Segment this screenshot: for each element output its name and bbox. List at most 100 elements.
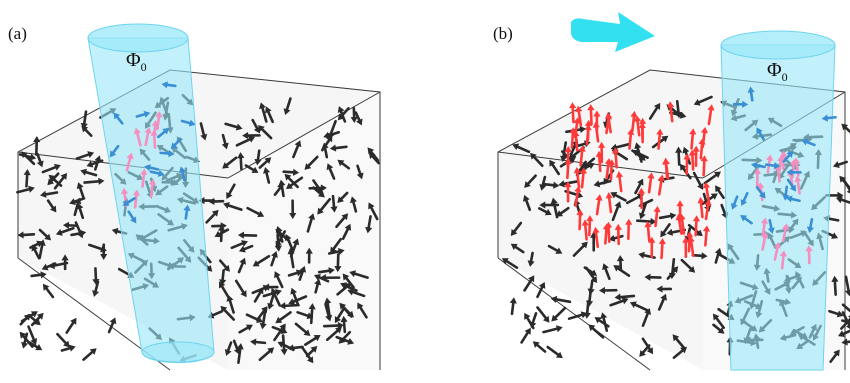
spin-arrow	[703, 171, 722, 185]
spin-arrow-blue	[801, 138, 816, 147]
spin-arrow	[841, 338, 850, 346]
spin-arrow-red	[576, 209, 584, 231]
spin-arrow	[341, 223, 352, 240]
spin-arrow	[280, 334, 288, 356]
spin-arrow	[550, 197, 559, 219]
spin-arrow	[270, 287, 281, 307]
panel-a: (a) Φ0	[8, 23, 381, 371]
spin-arrow	[55, 226, 75, 236]
spin-arrow-pink	[781, 223, 790, 243]
spin-arrow-red	[702, 225, 711, 247]
spin-arrow	[20, 311, 38, 323]
spin-arrow-pink	[753, 167, 762, 188]
spin-arrow-blue	[782, 150, 794, 163]
spin-arrow-blue	[806, 218, 814, 234]
spin-arrow	[265, 106, 274, 124]
spin-arrow	[542, 181, 560, 189]
spin-arrow	[367, 147, 380, 162]
spin-arrow	[47, 172, 60, 186]
spin-arrow	[322, 321, 344, 330]
spin-arrow	[350, 106, 358, 123]
spin-arrow-red	[658, 238, 666, 260]
spin-arrow-red	[592, 226, 600, 249]
spin-field-a-inside	[109, 81, 196, 224]
spin-arrow	[692, 171, 704, 190]
spin-arrow	[223, 202, 243, 211]
spin-arrow	[675, 146, 683, 166]
spin-arrow	[259, 310, 267, 330]
spin-arrow	[530, 152, 544, 168]
spin-arrow	[602, 263, 611, 281]
spin-arrow	[672, 334, 687, 351]
spin-arrow	[312, 186, 325, 198]
spin-arrow	[556, 206, 570, 217]
spin-arrow-pink	[144, 127, 152, 147]
spin-arrow	[42, 283, 55, 299]
spin-arrow	[279, 302, 300, 310]
spin-arrow	[306, 213, 316, 233]
spin-arrow	[205, 209, 219, 224]
spin-arrow-red	[683, 153, 691, 175]
spin-arrow-red	[587, 104, 595, 126]
spin-arrow	[829, 349, 840, 363]
spin-arrow	[368, 202, 379, 221]
spin-arrow	[273, 183, 284, 196]
spin-arrow	[314, 278, 322, 294]
panel-b-illustration: Φ0	[497, 12, 850, 371]
spin-arrow	[672, 346, 688, 359]
spin-arrow-red	[612, 147, 620, 169]
spin-arrow	[342, 273, 355, 289]
spin-arrow	[841, 303, 850, 317]
spin-arrow	[572, 241, 588, 257]
spin-arrow	[354, 111, 363, 126]
spin-arrow	[234, 279, 247, 298]
spin-arrow	[244, 164, 259, 173]
spin-arrow	[107, 317, 117, 334]
spin-arrow-pink	[132, 189, 140, 209]
spin-arrow	[522, 194, 532, 212]
spin-arrow	[267, 293, 275, 310]
spin-arrow	[28, 341, 43, 351]
spin-arrow	[92, 280, 100, 297]
spin-arrow-red	[700, 126, 709, 149]
spin-arrow	[529, 311, 538, 329]
spin-arrow-red	[625, 218, 633, 240]
spin-arrow-blue	[122, 197, 136, 206]
spin-arrow	[560, 141, 568, 163]
spin-arrow	[314, 274, 330, 283]
spin-arrow	[349, 270, 369, 279]
spin-arrow	[532, 341, 547, 353]
spin-arrow	[304, 155, 319, 170]
spin-arrow-blue	[755, 186, 766, 199]
spin-arrow	[290, 287, 300, 306]
spin-arrow	[258, 157, 272, 169]
spin-arrow	[588, 324, 605, 339]
spin-arrow	[501, 258, 519, 269]
spin-arrow	[337, 191, 349, 204]
spin-arrow	[214, 228, 230, 238]
spin-arrow-red	[595, 194, 603, 216]
spin-arrow	[230, 240, 248, 250]
spin-arrow	[638, 202, 648, 220]
spin-arrow-red	[682, 236, 690, 258]
spin-arrow	[258, 347, 275, 362]
spin-arrow-blue	[750, 161, 766, 169]
spin-arrow-red	[578, 145, 586, 167]
spin-arrow	[224, 341, 233, 356]
spin-arrow-red	[653, 205, 661, 228]
spin-arrow-red	[662, 157, 670, 179]
spin-arrow-blue	[767, 218, 775, 234]
spin-arrow	[41, 262, 57, 271]
spin-arrow	[585, 266, 598, 284]
spin-arrow	[31, 244, 41, 260]
flux-tube-b	[720, 30, 836, 371]
spin-arrow-pink	[760, 217, 769, 237]
spin-arrow	[252, 254, 271, 267]
box-front-face-b	[498, 152, 703, 370]
spin-arrow	[520, 327, 531, 344]
spin-arrow	[65, 317, 77, 334]
spin-arrow	[33, 136, 41, 156]
spin-arrow-pink	[773, 241, 781, 261]
spin-arrow-red	[657, 174, 665, 196]
spin-arrow	[644, 273, 662, 281]
